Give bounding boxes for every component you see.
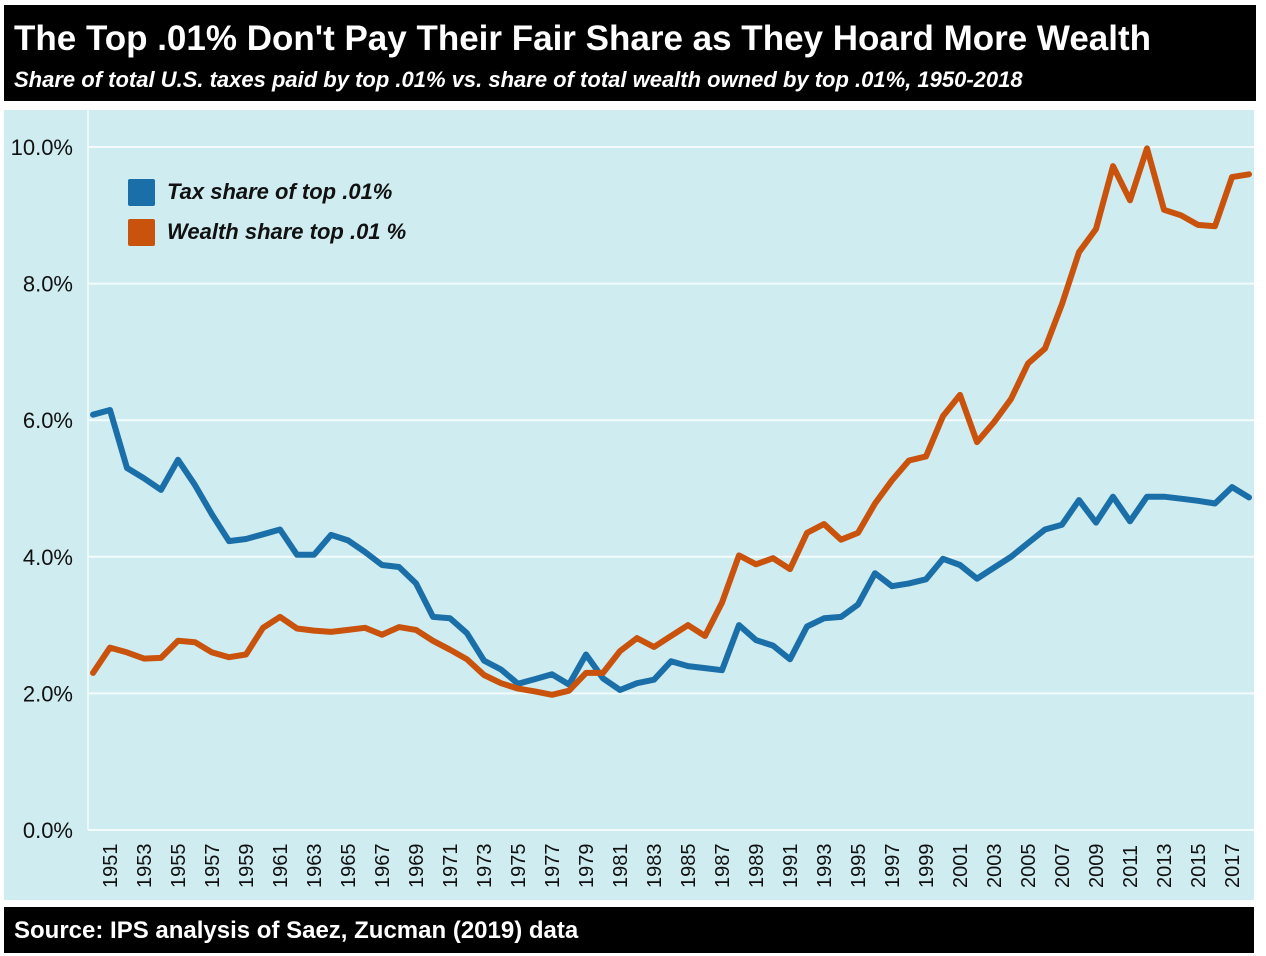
y-tick-label: 8.0% [23, 272, 73, 297]
x-tick-label: 1989 [746, 844, 768, 889]
y-tick-label: 4.0% [23, 545, 73, 570]
y-tick-label: 2.0% [23, 681, 73, 706]
x-tick-label: 1971 [440, 844, 462, 889]
legend: Tax share of top .01% Wealth share top .… [128, 172, 406, 252]
x-tick-label: 2017 [1222, 844, 1244, 889]
x-tick-label: 1979 [576, 844, 598, 889]
x-tick-label: 2009 [1086, 844, 1108, 889]
legend-label-tax: Tax share of top .01% [167, 179, 393, 204]
x-tick-label: 2013 [1154, 844, 1176, 889]
chart-title: The Top .01% Don't Pay Their Fair Share … [14, 19, 1152, 58]
series-line-tax-share [90, 407, 1252, 693]
x-tick-label: 1977 [542, 844, 564, 889]
x-tick-label: 1963 [304, 844, 326, 889]
x-tick-label: 1991 [780, 844, 802, 889]
x-tick-label: 1997 [882, 844, 904, 889]
x-tick-label: 2001 [950, 844, 972, 889]
source-note: Source: IPS analysis of Saez, Zucman (20… [14, 917, 579, 944]
chart-header: The Top .01% Don't Pay Their Fair Share … [4, 5, 1256, 101]
series-lines [90, 145, 1252, 698]
legend-item-tax: Tax share of top .01% [128, 172, 406, 212]
legend-label-wealth: Wealth share top .01 % [167, 219, 407, 244]
x-tick-label: 1983 [644, 844, 666, 889]
x-tick-label: 2011 [1120, 845, 1142, 888]
legend-swatch-tax [128, 178, 155, 206]
y-tick-label: 0.0% [23, 818, 73, 843]
gridlines [87, 110, 1254, 831]
x-tick-label: 1993 [814, 844, 836, 889]
x-tick-label: 2007 [1052, 844, 1074, 889]
x-tick-label: 1959 [236, 844, 258, 889]
x-tick-label: 1995 [848, 844, 870, 889]
x-tick-label: 1961 [270, 844, 292, 889]
plot-area [4, 110, 1254, 900]
x-tick-label: 1957 [202, 844, 224, 889]
x-tick-label: 1967 [372, 844, 394, 889]
y-tick-label: 10.0% [11, 135, 73, 160]
x-tick-label: 1951 [100, 844, 122, 889]
y-tick-label: 6.0% [23, 408, 73, 433]
x-axis-ticks: 1951 1953 1955 1957 1959 1961 1963 1965 1967 1969… [100, 844, 1244, 889]
x-tick-label: 1953 [134, 844, 156, 889]
x-tick-label: 1985 [678, 844, 700, 889]
x-tick-label: 1987 [712, 844, 734, 889]
legend-item-wealth: Wealth share top .01 % [128, 212, 406, 252]
x-tick-label: 1969 [406, 844, 428, 889]
x-tick-label: 1965 [338, 844, 360, 889]
x-tick-label: 2015 [1188, 844, 1210, 889]
series-line-wealth-share [90, 145, 1252, 698]
chart-subtitle: Share of total U.S. taxes paid by top .0… [14, 67, 1023, 92]
x-tick-label: 1999 [916, 844, 938, 889]
x-tick-label: 2003 [984, 844, 1006, 889]
y-axis-ticks: 0.0% 2.0% 4.0% 6.0% 8.0% 10.0% [11, 135, 73, 843]
x-tick-label: 1975 [508, 844, 530, 889]
x-tick-label: 1955 [168, 844, 190, 889]
legend-swatch-wealth [128, 218, 155, 246]
x-tick-label: 2005 [1018, 844, 1040, 889]
x-tick-label: 1973 [474, 844, 496, 889]
chart-footer: Source: IPS analysis of Saez, Zucman (20… [4, 907, 1254, 953]
x-tick-label: 1981 [610, 844, 632, 889]
